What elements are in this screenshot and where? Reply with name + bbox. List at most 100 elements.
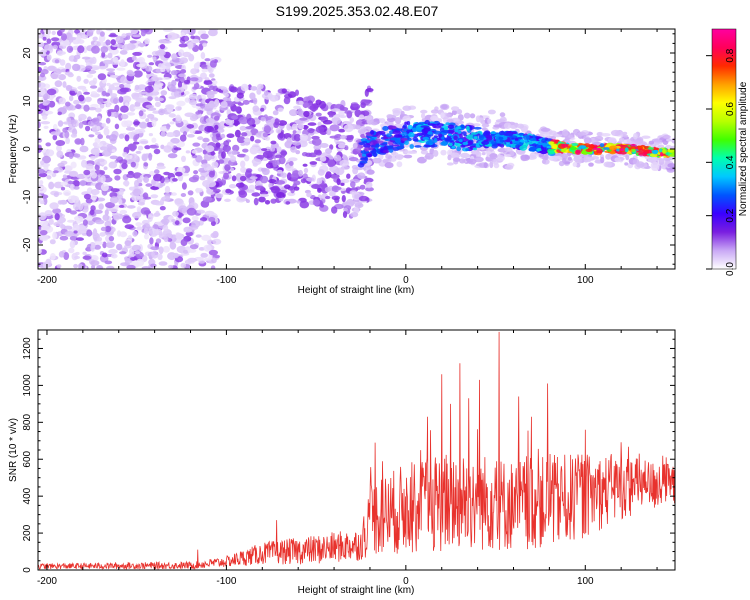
spectrogram-cell: [109, 74, 119, 78]
spectrogram-cell: [251, 143, 260, 151]
spectrogram-cell: [152, 224, 159, 230]
spectrogram-cell: [75, 251, 80, 256]
spectrogram-cell: [469, 113, 476, 119]
spectrogram-cell: [199, 175, 206, 181]
spectrogram-cell: [242, 99, 250, 105]
spectrogram-cell: [153, 228, 163, 236]
spectrogram-cell: [149, 145, 160, 149]
spectrogram-cell: [60, 186, 66, 191]
spectrogram-cell: [423, 127, 431, 132]
spectrogram-cell: [38, 248, 42, 255]
spectrogram-cell: [222, 145, 231, 152]
spectrogram-cell: [171, 53, 178, 60]
colorbar: 0.0 0.2 0.4 0.6 0.8 Normalized spectral ampl…: [706, 28, 749, 276]
spectrogram-cell: [466, 158, 477, 165]
spectrogram-cell: [97, 158, 105, 163]
spectrogram-cell: [297, 108, 303, 116]
spectrogram-cell: [349, 117, 354, 123]
spectrogram-cell: [46, 88, 57, 96]
spectrogram-cell: [56, 150, 64, 158]
spectrogram-cell: [74, 255, 80, 260]
spectrogram-cell: [99, 170, 106, 176]
spectrogram-cell: [292, 130, 297, 134]
spectrogram-cell: [180, 193, 187, 197]
spectrogram-cell: [77, 263, 83, 269]
spectrogram-cell: [56, 264, 62, 269]
y-tick-label: 600: [22, 450, 33, 467]
spectrogram-cell: [92, 36, 98, 41]
y-tick-label: 20: [22, 47, 33, 59]
spectrogram-cell: [195, 188, 204, 193]
spectrogram-cell: [388, 147, 394, 153]
spectrogram-cell: [170, 137, 180, 144]
spectrogram-cell: [83, 45, 88, 54]
spectrogram-cell: [315, 99, 322, 105]
spectrogram-cell: [118, 133, 125, 139]
spectrogram-cell: [448, 142, 453, 147]
spectrogram-cell: [147, 113, 155, 119]
spectrogram-cell: [210, 129, 219, 133]
spectrogram-cell: [44, 210, 53, 217]
spectrogram-cell: [40, 201, 45, 205]
x-tick-label: -200: [37, 275, 57, 286]
spectrogram-cell: [48, 218, 54, 225]
spectrogram-cell: [420, 109, 428, 114]
spectrogram-cell: [87, 107, 97, 111]
spectrogram-cell: [562, 157, 567, 164]
spectrogram-cell: [90, 193, 97, 201]
spectrogram-cell: [253, 197, 259, 206]
spectrogram-cell: [172, 178, 178, 182]
spectrogram-cell: [367, 147, 374, 151]
spectrogram-cell: [73, 186, 80, 190]
spectrogram-cell: [206, 102, 216, 109]
spectrogram-cell: [365, 181, 373, 189]
spectrogram-cell: [210, 150, 215, 156]
spectrogram-cell: [293, 133, 301, 142]
spectrogram-cell: [642, 149, 650, 152]
spectrogram-cell: [185, 150, 191, 154]
spectrogram-cell: [260, 116, 266, 122]
spectrogram-cell: [390, 137, 398, 141]
spectrogram-cell: [317, 187, 322, 193]
spectrogram-cell: [132, 34, 141, 38]
spectrogram-cell: [132, 172, 143, 179]
spectrogram-cell: [97, 87, 104, 93]
spectrogram-cell: [46, 38, 52, 44]
spectrogram-cell: [622, 131, 628, 135]
spectrogram-cell: [42, 261, 50, 269]
spectrogram-cell: [73, 153, 81, 158]
spectrogram-cell: [42, 36, 47, 41]
y-tick-label: 1000: [22, 374, 33, 397]
spectrogram-cell: [124, 224, 134, 230]
spectrogram-cell: [232, 144, 240, 152]
spectrogram-cell: [385, 154, 393, 160]
spectrogram-cell: [499, 139, 505, 143]
spectrogram-cell: [498, 130, 505, 136]
spectrogram-cell: [119, 84, 125, 89]
spectrogram-cell: [519, 139, 528, 143]
spectrogram-cell: [327, 159, 336, 168]
spectrogram-cell: [531, 143, 537, 147]
spectrogram-cell: [487, 109, 496, 115]
spectrogram-cell: [443, 137, 453, 140]
spectrogram-cell: [483, 162, 488, 169]
spectrogram-cell: [195, 234, 202, 238]
spectrogram-cell: [171, 192, 177, 196]
spectrogram-cell: [89, 209, 95, 216]
spectrogram-cell: [460, 144, 466, 148]
spectrogram-cell: [495, 119, 506, 123]
spectrogram-cell: [77, 45, 85, 54]
spectrogram-cell: [401, 137, 408, 141]
spectrogram-cell: [178, 43, 188, 48]
spectrogram-cell: [109, 196, 119, 204]
spectrogram-cell: [206, 180, 217, 188]
spectrogram-cell: [469, 125, 473, 131]
spectrogram-cell: [175, 114, 181, 122]
spectrogram-cell: [181, 182, 187, 190]
spectrogram-cell: [489, 153, 498, 158]
spectrogram-cell: [119, 251, 127, 255]
spectrogram-cell: [38, 184, 45, 190]
spectrogram-cell: [155, 210, 160, 217]
spectrogram-cell: [111, 253, 118, 259]
spectrogram-cell: [52, 231, 57, 240]
